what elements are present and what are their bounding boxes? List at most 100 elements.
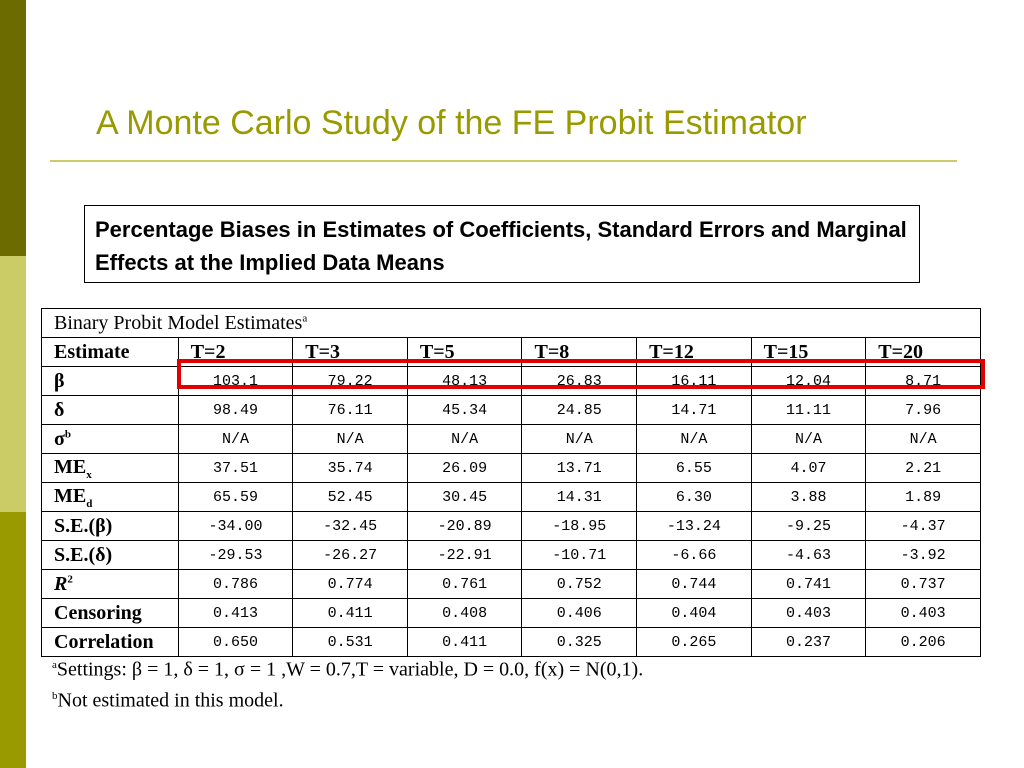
value-cell: 65.59 <box>177 482 294 512</box>
value-cell: 0.325 <box>521 627 638 657</box>
row-label-text: σ <box>54 427 65 450</box>
row-label: MEd <box>41 482 179 512</box>
value-cell: 30.45 <box>406 482 523 512</box>
value-cell: 35.74 <box>292 453 408 483</box>
value-cell: -26.27 <box>292 540 408 570</box>
value-cell: N/A <box>177 424 294 454</box>
value-cell: -32.45 <box>292 511 408 541</box>
value-cell: N/A <box>865 424 981 454</box>
title-divider <box>50 160 957 162</box>
row-label: MEx <box>41 453 179 483</box>
value-cell: 0.741 <box>750 569 867 599</box>
table-row: S.E.(δ) -29.53 -26.27 -22.91 -10.71 -6.66 -4.6… <box>41 540 981 570</box>
value-cell: -34.00 <box>177 511 294 541</box>
row-label-text: ME <box>54 484 87 507</box>
footnote-a-text: Settings: β = 1, δ = 1, σ = 1 ,W = 0.7,T… <box>56 658 644 681</box>
left-bar-olive <box>0 512 26 768</box>
row-label-text: Censoring <box>54 601 142 624</box>
value-cell: -13.24 <box>636 511 752 541</box>
footnote-b-marker: b <box>52 689 58 702</box>
value-cell: 0.237 <box>750 627 867 657</box>
value-cell: 45.34 <box>406 395 523 425</box>
value-cell: N/A <box>406 424 523 454</box>
value-cell: -9.25 <box>750 511 867 541</box>
footnotes: aSettings: β = 1, δ = 1, σ = 1 ,W = 0.7,… <box>52 652 643 713</box>
table-title-footnote-marker: a <box>302 311 308 324</box>
value-cell: -4.63 <box>750 540 867 570</box>
estimate-header: Estimate <box>41 337 179 367</box>
footnote-b-text: Not estimated in this model. <box>57 689 284 712</box>
value-cell: 98.49 <box>177 395 294 425</box>
left-bar-light <box>0 256 26 512</box>
row-label-text: S.E.(β) <box>54 514 113 537</box>
value-cell: N/A <box>750 424 867 454</box>
value-cell: 13.71 <box>521 453 638 483</box>
value-cell: 7.96 <box>865 395 981 425</box>
value-cell: 1.89 <box>865 482 981 512</box>
row-label-superscript: b <box>64 427 72 440</box>
row-label-subscript: x <box>86 468 92 481</box>
value-cell: 11.11 <box>750 395 867 425</box>
beta-row-highlight <box>177 359 985 389</box>
value-cell: 0.737 <box>865 569 981 599</box>
value-cell: 76.11 <box>292 395 408 425</box>
table-row: Correlation 0.650 0.531 0.411 0.325 0.265 0.23… <box>41 627 981 657</box>
row-label-subscript: d <box>86 497 93 510</box>
value-cell: 0.265 <box>636 627 752 657</box>
table-row: MEd 65.59 52.45 30.45 14.31 6.30 3.88 1.89 <box>41 482 981 512</box>
value-cell: N/A <box>521 424 638 454</box>
value-cell: 0.403 <box>865 598 981 628</box>
value-cell: -3.92 <box>865 540 981 570</box>
value-cell: 14.31 <box>521 482 638 512</box>
table-row: MEx 37.51 35.74 26.09 13.71 6.55 4.07 2.21 <box>41 453 981 483</box>
row-label: δ <box>41 395 179 425</box>
row-label-text: β <box>54 369 65 392</box>
estimates-table-container: Binary Probit Model Estimatesa Estimate … <box>41 308 981 657</box>
value-cell: -10.71 <box>521 540 638 570</box>
value-cell: 0.403 <box>750 598 867 628</box>
row-label: σb <box>41 424 179 454</box>
table-row: σb N/A N/A N/A N/A N/A N/A N/A <box>41 424 981 454</box>
row-label: S.E.(δ) <box>41 540 179 570</box>
footnote-b: bNot estimated in this model. <box>52 683 643 714</box>
value-cell: 0.650 <box>177 627 294 657</box>
estimates-table: Binary Probit Model Estimatesa Estimate … <box>41 308 981 657</box>
value-cell: 6.30 <box>636 482 752 512</box>
value-cell: 52.45 <box>292 482 408 512</box>
table-title: Binary Probit Model Estimates <box>54 311 303 334</box>
value-cell: 0.408 <box>406 598 523 628</box>
value-cell: 0.744 <box>636 569 752 599</box>
value-cell: 3.88 <box>750 482 867 512</box>
table-row: S.E.(β) -34.00 -32.45 -20.89 -18.95 -13.24 -9.… <box>41 511 981 541</box>
table-row: R2 0.786 0.774 0.761 0.752 0.744 0.741 0.737 <box>41 569 981 599</box>
row-label: R2 <box>41 569 179 599</box>
value-cell: 4.07 <box>750 453 867 483</box>
row-label-text: ME <box>54 455 87 478</box>
value-cell: 0.761 <box>406 569 523 599</box>
table-title-row: Binary Probit Model Estimatesa <box>41 308 981 338</box>
value-cell: 0.786 <box>177 569 294 599</box>
value-cell: 24.85 <box>521 395 638 425</box>
value-cell: 0.411 <box>292 598 408 628</box>
value-cell: 0.411 <box>406 627 523 657</box>
row-label: Censoring <box>41 598 179 628</box>
table-row: Censoring 0.413 0.411 0.408 0.406 0.404 0.403 0… <box>41 598 981 628</box>
value-cell: 26.09 <box>406 453 523 483</box>
caption-box: Percentage Biases in Estimates of Coeffi… <box>84 205 920 283</box>
value-cell: 79.22 <box>292 366 408 396</box>
value-cell: 14.71 <box>636 395 752 425</box>
value-cell: -22.91 <box>406 540 523 570</box>
row-label-superscript: 2 <box>67 572 73 585</box>
value-cell: 37.51 <box>177 453 294 483</box>
left-bar-dark <box>0 0 26 256</box>
slide-title: A Monte Carlo Study of the FE Probit Est… <box>96 104 807 142</box>
value-cell: 0.406 <box>521 598 638 628</box>
footnote-a-marker: a <box>52 659 57 671</box>
row-label-text: S.E.(δ) <box>54 543 113 566</box>
footnote-a: aSettings: β = 1, δ = 1, σ = 1 ,W = 0.7,… <box>52 652 643 683</box>
value-cell: -20.89 <box>406 511 523 541</box>
row-label-text: δ <box>54 398 65 421</box>
row-label: S.E.(β) <box>41 511 179 541</box>
value-cell: 2.21 <box>865 453 981 483</box>
value-cell: 0.774 <box>292 569 408 599</box>
